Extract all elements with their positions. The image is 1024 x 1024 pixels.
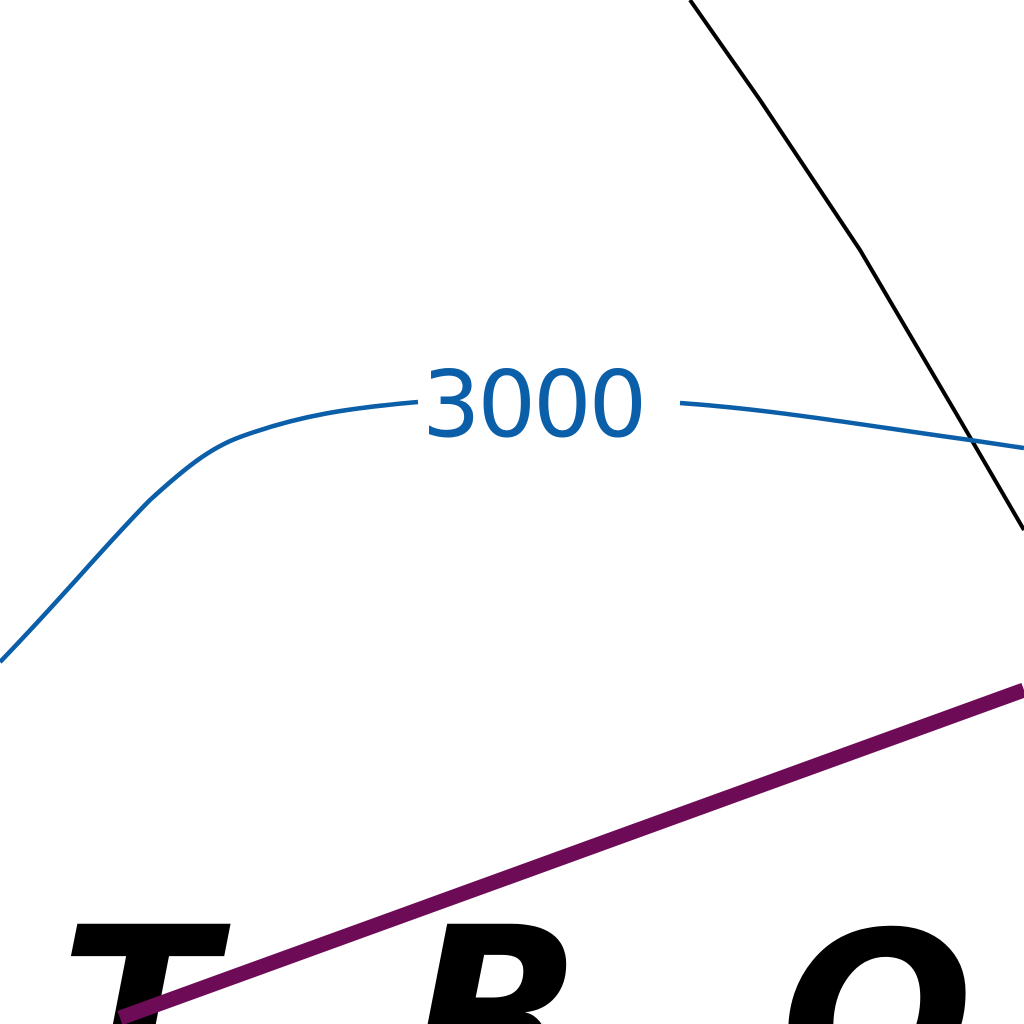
road-line [688, 0, 1024, 532]
contour-elevation-label: 3000 [422, 351, 644, 458]
contour-line-right [679, 400, 1024, 451]
contour-line-left [0, 399, 419, 664]
region-label-letter-1: T [60, 878, 231, 1024]
boundary-line [117, 682, 1024, 1024]
region-label-letter-3: O [780, 883, 974, 1024]
